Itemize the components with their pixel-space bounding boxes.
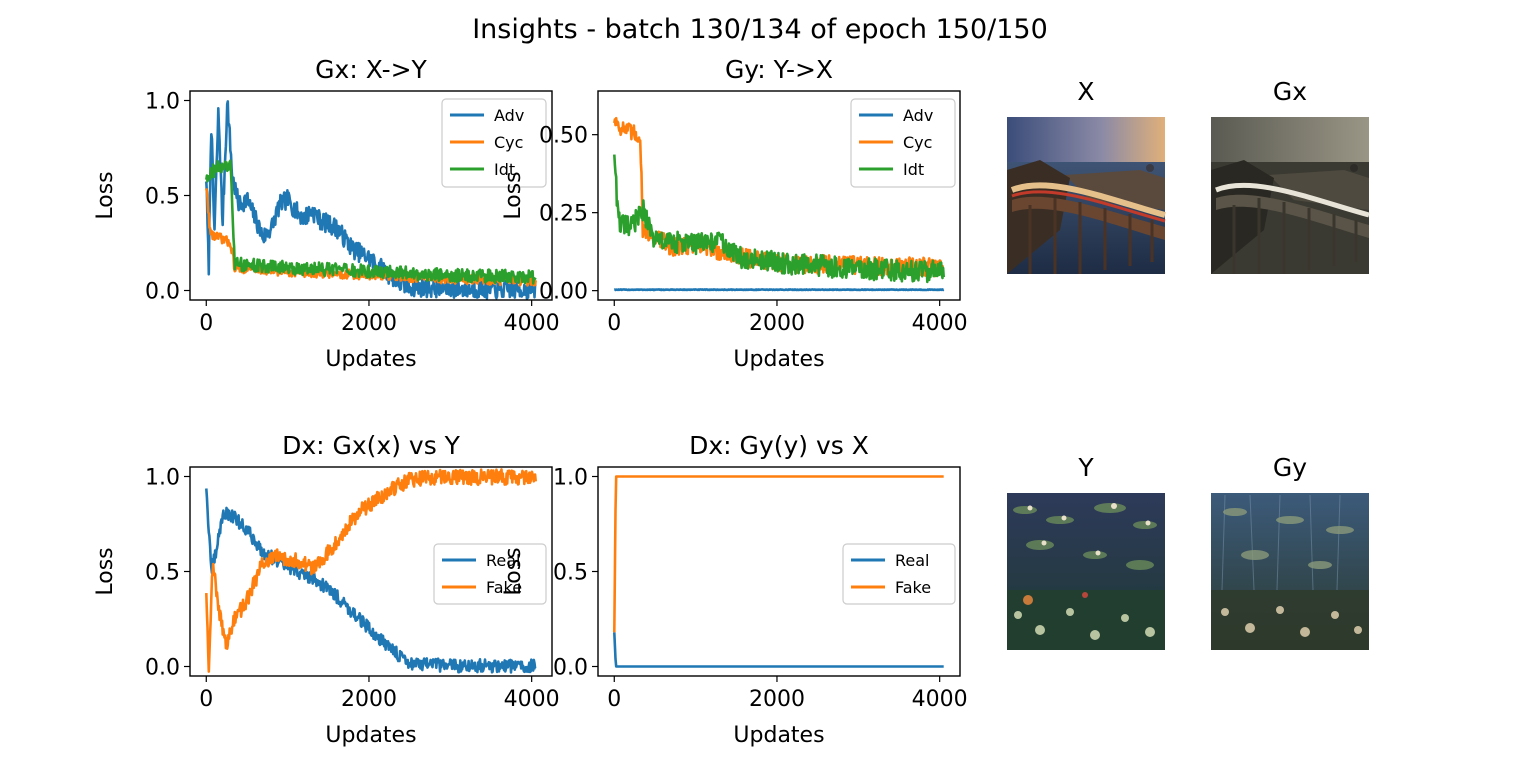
x-tick-label: 0 (607, 687, 621, 712)
y-tick-label: 1.0 (145, 90, 180, 115)
image-panel-x: X (1007, 77, 1166, 274)
x-axis-label: Updates (733, 347, 824, 372)
x-axis-label: Updates (325, 347, 416, 372)
chart-title: Dx: Gx(x) vs Y (282, 431, 461, 460)
x-tick-label: 4000 (912, 311, 968, 336)
y-tick-label: 0.0 (145, 280, 180, 305)
legend-box (441, 98, 547, 188)
legend-label-real: Real (895, 551, 930, 570)
x-axis-label: Updates (733, 723, 824, 748)
water-lilies-photo (1211, 493, 1369, 650)
figure-suptitle: Insights - batch 130/134 of epoch 150/15… (472, 14, 1048, 45)
legend-label-adv: Adv (903, 106, 933, 125)
series-line-fake (613, 475, 945, 633)
legend: Adv Cyc Idt (850, 98, 956, 188)
x-tick-label: 4000 (504, 687, 560, 712)
coastal-bridge-photo (1007, 117, 1166, 274)
x-tick-label: 4000 (504, 311, 560, 336)
image-panel-y: Y (1007, 453, 1165, 650)
axes-frame (597, 90, 961, 301)
y-axis-label: Loss (93, 547, 118, 595)
x-tick-label: 0 (199, 311, 213, 336)
legend-label-idt: Idt (903, 160, 924, 179)
legend: Real Fake (433, 543, 547, 605)
legend-label-adv: Adv (494, 106, 524, 125)
legend: Real Fake (842, 543, 956, 605)
image-title-y: Y (1077, 453, 1094, 482)
chart-title: Dx: Gy(y) vs X (689, 431, 869, 460)
image-title-gy: Gy (1273, 453, 1307, 482)
chart-dx-gx-vs-y: 0 2000 4000 0.0 0.5 1.0 Dx: Gx(x) vs Y Updates L… (93, 431, 560, 748)
series-line-fake (205, 468, 537, 673)
image-title-gx: Gx (1273, 77, 1307, 106)
y-tick-label: 0.5 (145, 185, 180, 210)
chart-title: Gx: X->Y (315, 55, 427, 84)
y-axis-label: Loss (501, 547, 526, 595)
x-tick-label: 2000 (749, 687, 805, 712)
x-tick-label: 2000 (749, 311, 805, 336)
y-tick-label: 0.5 (553, 561, 588, 586)
legend-label-fake: Fake (486, 578, 522, 597)
chart-dx-gy-vs-x: 0 2000 4000 0.0 0.5 1.0 Dx: Gy(y) vs X Updates L… (501, 431, 968, 748)
image-panel-gx: Gx (1211, 77, 1370, 274)
legend: Adv Cyc Idt (441, 98, 547, 188)
legend-label-cyc: Cyc (494, 133, 523, 152)
y-tick-label: 0.50 (539, 124, 588, 149)
y-tick-label: 0.5 (145, 561, 180, 586)
series-line-adv (613, 288, 945, 292)
series-line-real (613, 632, 945, 668)
coastal-bridge-stylized (1211, 117, 1370, 274)
x-axis-label: Updates (325, 723, 416, 748)
legend-label-idt: Idt (494, 160, 515, 179)
y-tick-label: 0.0 (553, 656, 588, 681)
series-line-idt (613, 154, 945, 284)
y-axis-label: Loss (93, 171, 118, 219)
legend-label-real: Real (486, 551, 521, 570)
image-panel-gy: Gy (1211, 453, 1369, 650)
chart-gy-y-to-x: 0 2000 4000 0.00 0.25 0.50 Gy: Y->X Updates Loss… (501, 55, 968, 372)
chart-title: Gy: Y->X (725, 55, 833, 84)
x-tick-label: 2000 (341, 687, 397, 712)
y-tick-label: 0.00 (539, 280, 588, 305)
y-axis-label: Loss (501, 171, 526, 219)
series-line-real (205, 488, 537, 674)
legend-box (850, 98, 956, 188)
x-tick-label: 0 (607, 311, 621, 336)
x-tick-label: 0 (199, 687, 213, 712)
series-line-idt (205, 159, 537, 285)
legend-label-fake: Fake (895, 578, 931, 597)
y-tick-label: 0.25 (539, 202, 588, 227)
legend-label-cyc: Cyc (903, 133, 932, 152)
y-tick-label: 1.0 (145, 466, 180, 491)
x-tick-label: 2000 (341, 311, 397, 336)
series-line-adv (205, 100, 537, 301)
water-lilies-painting (1007, 493, 1165, 650)
x-tick-label: 4000 (912, 687, 968, 712)
image-title-x: X (1077, 77, 1094, 106)
y-tick-label: 1.0 (553, 466, 588, 491)
y-tick-label: 0.0 (145, 656, 180, 681)
